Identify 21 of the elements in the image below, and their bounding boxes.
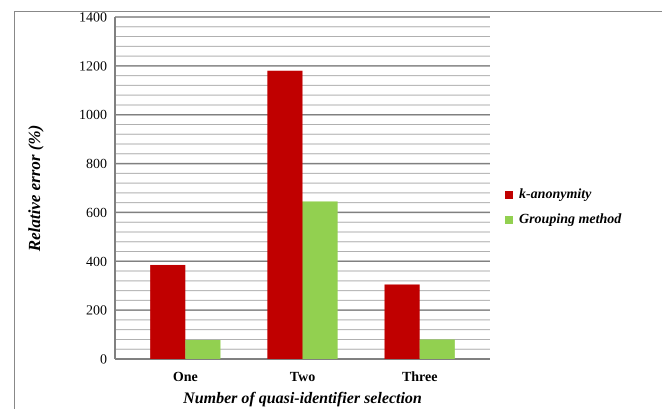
bar [150, 264, 186, 359]
y-tick-label: 600 [86, 206, 107, 221]
bar [185, 340, 220, 359]
x-tick-label: Two [290, 370, 316, 385]
y-axis-title: Relative error (%) [25, 124, 44, 252]
y-tick-label: 1200 [79, 59, 107, 74]
x-tick-label: Three [402, 370, 438, 385]
y-tick-label: 0 [100, 352, 107, 368]
y-tick-label: 1000 [79, 108, 107, 124]
legend-label: Grouping method [519, 212, 622, 227]
x-tick-label: One [172, 370, 198, 385]
bar [302, 201, 338, 359]
y-tick-label: 400 [86, 254, 107, 270]
legend-label: k-anonymity [519, 187, 592, 202]
bar [267, 70, 302, 359]
y-tick-label: 800 [86, 157, 107, 172]
y-tick-label: 1400 [79, 10, 107, 26]
bar [420, 339, 455, 359]
x-axis-title: Number of quasi-identifier selection [182, 390, 422, 407]
y-tick-label: 200 [86, 304, 107, 319]
bar [384, 284, 420, 359]
